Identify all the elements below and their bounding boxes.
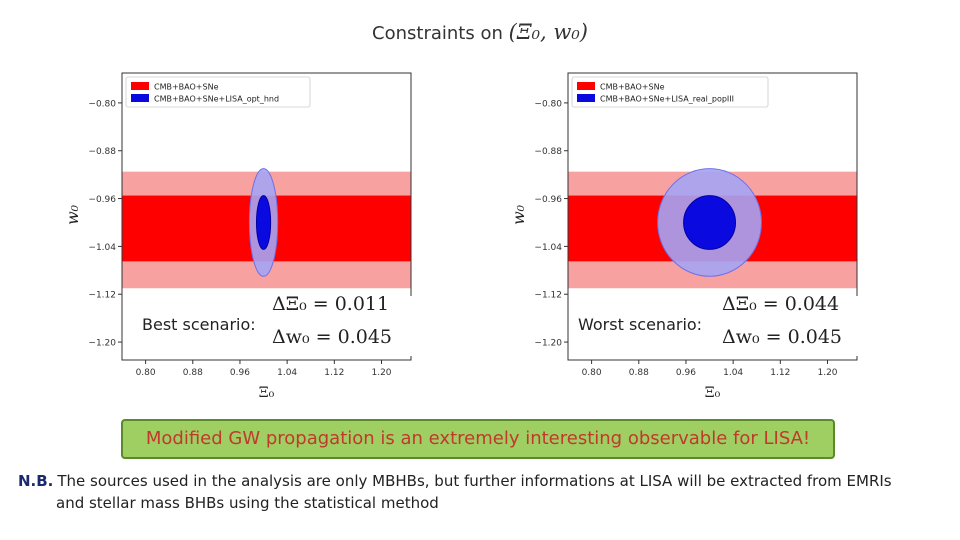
y-tick-label: −0.96	[534, 195, 562, 205]
x-tick-label: 1.12	[770, 368, 790, 378]
y-tick-label: −0.96	[88, 195, 116, 205]
legend-entry: CMB+BAO+SNe+LISA_real_popIII	[600, 95, 734, 104]
legend-box	[125, 76, 311, 108]
chart-panel-1: −0.80 −0.88 −0.96 −1.04 −1.12 −1.20 0.80 0.88 0.…	[63, 72, 422, 401]
ellipse-1sigma-2	[683, 195, 737, 250]
x-axis-label: Ξ₀	[259, 385, 275, 401]
y-axis-label: w₀	[63, 204, 82, 225]
plot-frame	[567, 72, 858, 361]
title-prefix: Constraints on	[372, 23, 503, 44]
legend-swatch	[131, 82, 149, 90]
y-tick-label: −1.04	[88, 243, 116, 253]
ellipse-1sigma-2	[255, 195, 272, 250]
legend-entry: CMB+BAO+SNe+LISA_opt_hnd	[154, 95, 279, 104]
y-tick-label: −1.20	[88, 339, 116, 349]
x-tick-label: 0.96	[676, 368, 696, 378]
plot-area	[122, 168, 411, 289]
legend-box	[571, 76, 769, 108]
y-tick-label: −0.80	[88, 99, 116, 109]
scenario-label: Worst scenario:	[578, 315, 702, 334]
legend-swatch	[577, 94, 595, 102]
y-tick-label: −1.20	[534, 339, 562, 349]
x-axis-label: Ξ₀	[705, 385, 721, 401]
legend-swatch	[131, 94, 149, 102]
uncertainty-value: ΔΞ₀ = 0.044	[722, 293, 839, 315]
slide-title: Constraints on (Ξ₀, w₀)	[0, 20, 960, 44]
conclusion-callout: Modified GW propagation is an extremely …	[121, 419, 835, 459]
legend-entry: CMB+BAO+SNe	[600, 83, 665, 92]
legend: CMB+BAO+SNe CMB+BAO+SNe+LISA_real_popIII	[571, 76, 769, 108]
x-tick-label: 1.04	[277, 368, 297, 378]
plot-area	[568, 168, 857, 289]
y-tick-label: −0.88	[534, 147, 562, 157]
y-tick-label: −0.80	[534, 99, 562, 109]
y-tick-label: −1.04	[534, 243, 562, 253]
uncertainty-value: Δw₀ = 0.045	[722, 326, 842, 348]
scenario-label: Best scenario:	[142, 315, 256, 334]
x-tick-label: 0.96	[230, 368, 250, 378]
x-tick-label: 1.04	[723, 368, 743, 378]
x-tick-label: 0.88	[629, 368, 649, 378]
y-axis-label: w₀	[509, 204, 528, 225]
x-tick-label: 0.80	[582, 368, 602, 378]
x-tick-label: 1.20	[371, 368, 391, 378]
y-tick-label: −0.88	[88, 147, 116, 157]
uncertainty-value: Δw₀ = 0.045	[272, 326, 392, 348]
x-tick-label: 1.20	[817, 368, 837, 378]
footnote-label: N.B.	[18, 472, 54, 490]
x-tick-label: 0.80	[136, 368, 156, 378]
legend-swatch	[577, 82, 595, 90]
chart-panel-2: −0.80 −0.88 −0.96 −1.04 −1.12 −1.20 0.80 0.88 0.…	[509, 72, 858, 401]
uncertainty-value: ΔΞ₀ = 0.011	[272, 293, 389, 315]
legend-entry: CMB+BAO+SNe	[154, 83, 219, 92]
y-tick-label: −1.12	[88, 291, 116, 301]
y-tick-label: −1.12	[534, 291, 562, 301]
footnote: N.B. The sources used in the analysis are…	[18, 470, 948, 514]
x-tick-label: 0.88	[183, 368, 203, 378]
footnote-line-2: and stellar mass BHBs using the statisti…	[56, 494, 439, 512]
annotation-background	[572, 296, 858, 356]
annotation-background	[136, 296, 422, 356]
footnote-line-1: The sources used in the analysis are onl…	[57, 472, 892, 490]
x-tick-label: 1.12	[324, 368, 344, 378]
legend: CMB+BAO+SNe CMB+BAO+SNe+LISA_opt_hnd	[125, 76, 311, 108]
plot-frame	[121, 72, 412, 361]
title-symbol: (Ξ₀, w₀)	[508, 20, 588, 44]
